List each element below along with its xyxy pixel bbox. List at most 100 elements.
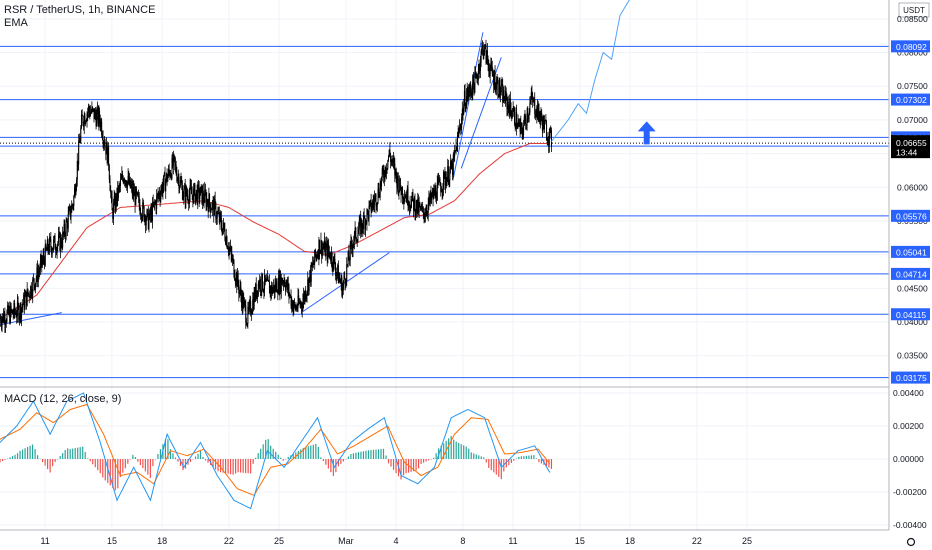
- up-arrow-icon[interactable]: [637, 121, 656, 145]
- candle-body: [129, 177, 131, 185]
- macd-hist-bar: [540, 459, 543, 464]
- currency-box[interactable]: [898, 2, 930, 18]
- candle-body: [450, 161, 452, 169]
- level-tag[interactable]: [891, 209, 930, 222]
- candle-body: [383, 171, 385, 178]
- candle-body: [543, 116, 545, 130]
- price-axis[interactable]: USDT0.085000.080000.075000.070000.065000…: [891, 2, 930, 530]
- candle-body: [32, 279, 34, 296]
- candle-body: [213, 199, 215, 216]
- candle-body: [147, 209, 149, 211]
- candle-body: [180, 180, 182, 183]
- candle-body: [359, 218, 361, 221]
- candle-body: [253, 291, 255, 309]
- candle-body: [96, 112, 98, 127]
- candle-body: [289, 294, 291, 296]
- candle-body: [386, 168, 388, 171]
- level-tag[interactable]: [891, 267, 930, 280]
- candle-body: [310, 263, 312, 282]
- current-price-tag[interactable]: [891, 135, 930, 159]
- level-tag[interactable]: [891, 371, 930, 384]
- macd-hist-bar: [347, 456, 350, 459]
- candle-body: [329, 252, 331, 259]
- macd-hist-bar: [352, 453, 355, 459]
- candle-body: [216, 212, 218, 219]
- trendline[interactable]: [452, 32, 484, 181]
- candle-body: [398, 190, 400, 194]
- indicator-label: EMA: [4, 17, 28, 29]
- macd-hist-bar: [382, 448, 385, 459]
- macd-hist-bar: [247, 459, 249, 474]
- candle-body: [108, 146, 110, 166]
- level-tag[interactable]: [891, 40, 930, 53]
- candle-body: [442, 188, 444, 193]
- macd-hist-bar: [245, 459, 247, 474]
- candle-body: [39, 261, 41, 271]
- candle-body: [142, 202, 144, 218]
- projection-path[interactable]: [551, 0, 630, 142]
- macd-hist-bar: [16, 453, 19, 459]
- candle-body: [104, 145, 106, 147]
- arrow-shape[interactable]: [637, 121, 656, 145]
- candle-body: [440, 185, 442, 193]
- time-axis[interactable]: 11 15 18 22 25 Mar 4 8 11 15 18 22 25: [40, 536, 916, 547]
- candle-body: [203, 199, 205, 203]
- candle-body: [80, 128, 82, 142]
- candle-body: [312, 263, 314, 265]
- projection-line[interactable]: [551, 0, 630, 142]
- candle-body: [400, 189, 402, 196]
- candle-body: [501, 84, 503, 86]
- candle-body: [356, 240, 358, 242]
- macd-hist-bar: [0, 459, 1, 463]
- candle-body: [165, 180, 167, 192]
- candle-body: [240, 287, 242, 296]
- candle-body: [313, 263, 315, 265]
- candle-body: [362, 215, 364, 230]
- candle-body: [549, 129, 551, 132]
- candle-body: [179, 180, 181, 187]
- macd-hist-bar: [62, 453, 64, 459]
- candle-body: [529, 103, 531, 113]
- price-tick-label: 0.08000: [897, 48, 928, 58]
- candle-body: [54, 236, 56, 250]
- candle-body: [48, 249, 50, 252]
- candle-body: [100, 121, 102, 127]
- candle-body: [156, 193, 158, 196]
- candle-body: [215, 203, 217, 220]
- level-tag[interactable]: [891, 245, 930, 258]
- macd-hist-bar: [104, 459, 106, 481]
- candle-body: [57, 234, 59, 243]
- macd-hist-bar: [127, 459, 129, 464]
- macd-hist-bar: [513, 459, 515, 461]
- candle-body: [466, 96, 468, 107]
- gear-icon[interactable]: [906, 537, 916, 547]
- horizontal-levels[interactable]: [0, 45, 889, 379]
- candle-body: [241, 294, 243, 308]
- candle-body: [294, 305, 296, 310]
- macd-hist-bar: [117, 459, 119, 489]
- candle-body: [186, 194, 188, 196]
- level-tag[interactable]: [891, 308, 930, 321]
- grid: [0, 0, 889, 530]
- candle-body: [305, 295, 307, 300]
- candle-body: [431, 195, 433, 200]
- macd-tick-label: -0.00400: [893, 520, 927, 530]
- macd-hist-bar: [240, 459, 242, 473]
- macd-hist-bar: [64, 450, 66, 459]
- candle-body: [7, 305, 9, 314]
- macd-hist-bar: [292, 453, 294, 459]
- macd-hist-bar: [122, 459, 124, 473]
- candle-body: [85, 121, 87, 123]
- candle-body: [408, 206, 410, 208]
- candle-body: [155, 201, 157, 209]
- candle-body: [523, 116, 525, 126]
- level-tag[interactable]: [891, 93, 930, 106]
- candle-body: [145, 219, 147, 226]
- macd-hist-bar: [430, 459, 432, 460]
- candle-body: [365, 220, 367, 224]
- candle-body: [72, 205, 74, 207]
- candle-body: [23, 294, 25, 305]
- candle-body: [318, 239, 320, 258]
- macd-hist-bar: [412, 459, 415, 472]
